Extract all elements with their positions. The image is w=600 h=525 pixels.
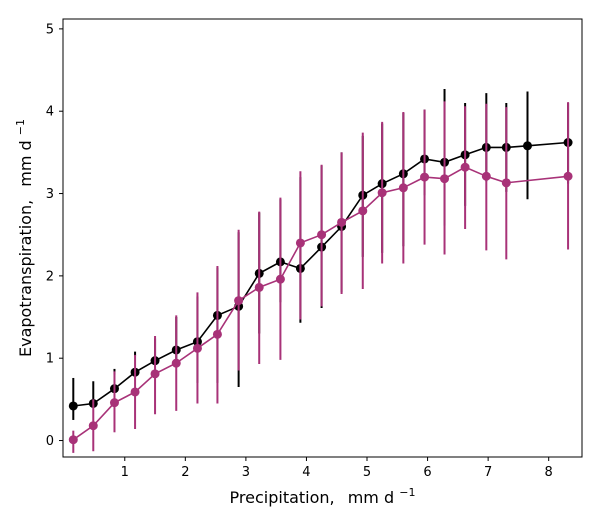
y-tick-label: 1 [46, 352, 54, 367]
series-2 [68, 101, 573, 453]
data-point [234, 296, 244, 306]
data-point [68, 435, 78, 445]
data-point [68, 401, 78, 411]
data-point [295, 238, 305, 248]
plot-frame [62, 18, 583, 458]
data-point [150, 369, 160, 379]
data-point [317, 230, 327, 240]
data-point [109, 398, 119, 408]
x-axis-label-unit: mm d [348, 488, 394, 507]
x-tick-label: 7 [484, 465, 492, 480]
x-axis-label: Precipitation, mm d −1 [230, 486, 416, 507]
y-tick-label: 3 [46, 187, 54, 202]
data-point [171, 358, 181, 368]
data-point [130, 387, 140, 397]
data-point [88, 421, 98, 431]
x-tick-label: 1 [121, 465, 129, 480]
x-tick-label: 2 [181, 465, 189, 480]
data-point [420, 172, 430, 182]
y-axis-label: Evapotranspiration, mm d −1 [14, 119, 35, 357]
data-point [192, 343, 202, 353]
x-axis-label-text: Precipitation, [230, 488, 335, 507]
data-point [481, 171, 491, 181]
data-point [501, 178, 511, 188]
x-tick-label: 4 [302, 465, 310, 480]
ticks-layer: 1 2 3 4 5 6 7 8 0 1 2 3 4 5 [46, 22, 553, 480]
y-tick-label: 4 [46, 105, 54, 120]
data-point [358, 206, 368, 216]
data-point [212, 329, 222, 339]
series-layer [68, 88, 573, 453]
y-axis-label-unit: mm d [16, 140, 35, 186]
y-tick-label: 2 [46, 269, 54, 284]
data-point [522, 141, 532, 151]
y-tick-label: 0 [46, 434, 54, 449]
data-point [398, 183, 408, 193]
data-point [254, 282, 264, 292]
y-axis-label-unit-sup: −1 [14, 119, 27, 135]
data-point [460, 162, 470, 172]
x-axis-label-unit-sup: −1 [399, 486, 415, 499]
data-point [563, 171, 573, 181]
data-point [377, 188, 387, 198]
x-tick-label: 6 [423, 465, 431, 480]
y-tick-label: 5 [46, 22, 54, 37]
x-tick-label: 3 [242, 465, 250, 480]
data-point [337, 217, 347, 227]
x-tick-label: 5 [363, 465, 371, 480]
data-point [275, 274, 285, 284]
data-point [440, 174, 450, 184]
x-tick-label: 8 [545, 465, 553, 480]
y-axis-label-text: Evapotranspiration, [16, 200, 35, 357]
